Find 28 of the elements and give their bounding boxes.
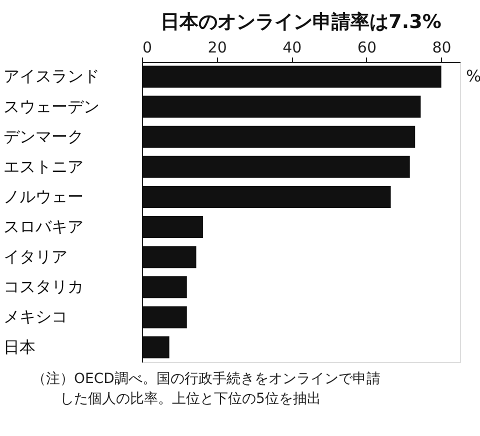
bar [142, 126, 416, 148]
text: （注）OECD調べ。国の行政手続きをオンラインで申請した個人の比率。上位と下位の5位を抽出 [32, 371, 380, 407]
text: % [466, 66, 480, 86]
x-tick-label: 20 [208, 38, 227, 56]
bar [142, 306, 187, 328]
x-tick-label: 60 [357, 38, 377, 56]
y-tick-label: デンマーク [4, 126, 84, 146]
bar [142, 216, 203, 238]
y-tick-label: ノルウェー [4, 186, 84, 206]
bar [142, 246, 196, 268]
y-tick-label: アイスランド [4, 66, 100, 86]
bar [142, 66, 442, 88]
chart-title: 日本のオンライン申請率は7.3% [160, 11, 442, 33]
x-tick-label: 80 [432, 38, 452, 56]
bar [142, 186, 391, 208]
y-tick-label: コスタリカ [4, 277, 84, 296]
x-tick-label: 0 [142, 38, 152, 56]
bar [142, 276, 187, 298]
y-tick-label: エストニア [4, 156, 84, 176]
y-tick-label: メキシコ [4, 307, 68, 326]
x-tick-label: 40 [282, 38, 302, 56]
bar [142, 96, 421, 118]
y-tick-label: 日本 [4, 337, 36, 356]
bar [142, 336, 170, 358]
bar [142, 156, 410, 178]
y-tick-label: スロバキア [4, 217, 84, 236]
y-tick-label: イタリア [4, 247, 68, 266]
y-tick-label: スウェーデン [4, 96, 100, 116]
